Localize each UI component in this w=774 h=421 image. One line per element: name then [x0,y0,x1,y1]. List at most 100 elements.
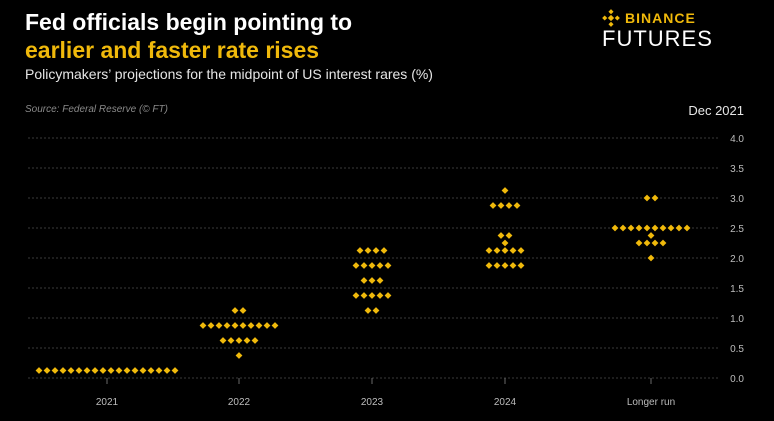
projection-dot [147,367,155,374]
projection-dot [356,247,364,254]
projection-dot [611,224,619,232]
projection-dot [643,224,651,232]
projection-dot [489,202,497,209]
projection-dot [239,307,247,314]
projection-dot [683,224,691,232]
projection-dot [352,262,360,269]
projection-dot [667,224,675,232]
projection-dot [263,322,271,329]
projection-dot [635,239,643,247]
projection-dot [651,239,659,247]
projection-dot [368,292,376,299]
projection-dot [376,277,384,284]
projection-dot [501,262,509,269]
projection-dot [271,322,279,329]
projection-dot [99,367,107,374]
projection-dot [517,262,525,269]
projection-dot [43,367,51,374]
x-tick-label: 2023 [361,397,384,408]
projection-dot [207,322,215,329]
projection-dot [368,262,376,269]
y-tick-label: 0.0 [730,374,744,385]
projection-dot [384,262,392,269]
projection-dot [235,337,243,344]
projection-dot [376,262,384,269]
projection-dot [251,337,259,344]
date-label: Dec 2021 [688,103,744,118]
projection-dot [364,247,372,254]
y-tick-label: 0.5 [730,344,744,355]
projection-dot [501,187,509,194]
brand-logo: BINANCE FUTURES [602,9,744,50]
chart-subtitle: Policymakers’ projections for the midpoi… [25,66,433,82]
projection-dot [139,367,147,374]
y-tick-label: 1.0 [730,314,744,325]
projection-dot [517,247,525,254]
x-tick-label: Longer run [627,397,675,408]
projection-dot [643,239,651,247]
y-tick-label: 1.5 [730,284,744,295]
projection-dot [485,262,493,269]
projection-dot [59,367,67,374]
projection-dot [255,322,263,329]
projection-dot [501,247,509,254]
projection-dot [231,307,239,314]
projection-dot [619,224,627,232]
projection-dot [376,292,384,299]
projection-dot [493,262,501,269]
brand-line-2: FUTURES [602,26,713,51]
projection-dot [131,367,139,374]
projection-dot [115,367,123,374]
projection-dot [505,232,513,239]
title-line-2: earlier and faster rate rises [25,37,320,63]
projection-dot [247,322,255,329]
y-tick-label: 2.0 [730,254,744,265]
projection-dot [501,239,509,247]
projection-dot [372,247,380,254]
projection-dot [509,262,517,269]
projection-dot [497,232,505,239]
x-tick-label: 2022 [228,397,251,408]
projection-dot [627,224,635,232]
projection-dot [107,367,115,374]
projection-dot [505,202,513,209]
projection-dot [651,194,659,202]
projection-dot [643,194,651,202]
projection-dot [67,367,75,374]
projection-dot [219,337,227,344]
title-line-1: Fed officials begin pointing to [25,9,353,35]
projection-dot [227,337,235,344]
source-note: Source: Federal Reserve (© FT) [25,104,168,115]
projection-dot [675,224,683,232]
y-tick-label: 4.0 [730,134,744,145]
projection-dot [75,367,83,374]
projection-dot [123,367,131,374]
y-tick-label: 2.5 [730,224,744,235]
projection-dot [239,322,247,329]
projection-dot [651,224,659,232]
projection-dot [635,224,643,232]
projection-dot [380,247,388,254]
projection-dot [360,277,368,284]
projection-dot [360,292,368,299]
projection-dot [497,202,505,209]
projection-dot [509,247,517,254]
projection-dot [35,367,43,374]
projection-dot [155,367,163,374]
chart-title: Fed officials begin pointing to earlier … [25,8,352,64]
projection-dot [163,367,171,374]
projection-dot [171,367,179,374]
x-tick-label: 2024 [494,397,517,408]
projection-dot [493,247,501,254]
projection-dot [352,292,360,299]
binance-diamond-icon [602,9,620,27]
projection-dot [659,224,667,232]
projection-dot [360,262,368,269]
projection-dot [223,322,231,329]
projection-dot [235,352,243,359]
projection-dot [199,322,207,329]
y-tick-label: 3.5 [730,164,744,175]
x-tick-label: 2021 [96,397,119,408]
brand-line-1: BINANCE [625,10,696,26]
